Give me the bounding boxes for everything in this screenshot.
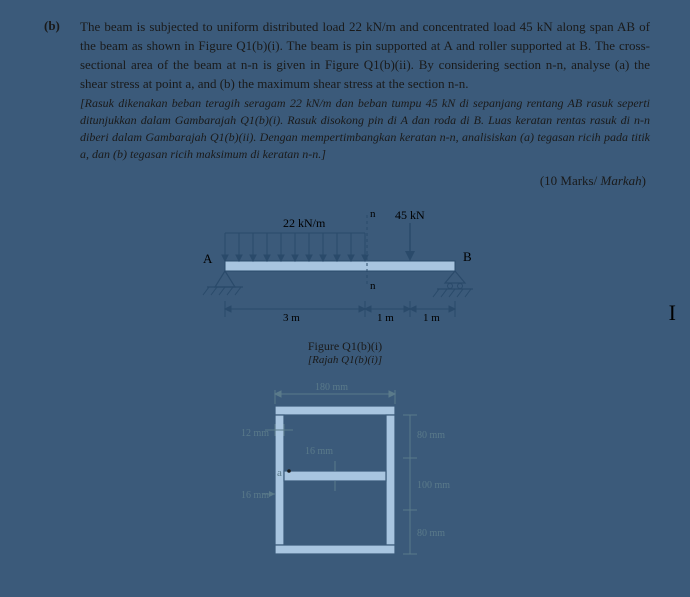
question-label: (b) [44, 18, 60, 34]
beam-caption: Figure Q1(b)(i) [Rajah Q1(b)(i)] [40, 339, 650, 366]
beam-diagram: 22 kN/m n n 45 kN A B [175, 203, 515, 333]
udl-label: 22 kN/m [283, 216, 326, 230]
marks-line: (10 Marks/ Markah) [40, 173, 646, 189]
section-n-top: n [370, 208, 376, 220]
roller-wheel-2 [458, 283, 463, 288]
dim-16-bot-head [269, 491, 275, 497]
dim-100-label: 100 mm [417, 480, 450, 491]
pin-support-a [215, 271, 235, 287]
hatch-b [433, 289, 471, 297]
dim-1m-a: 1 m [377, 312, 394, 324]
hatch-a [203, 287, 241, 295]
question-text-en: The beam is subjected to uniform distrib… [80, 18, 650, 93]
marks-open: (10 Marks/ [540, 173, 601, 188]
section-figure-wrap: a 180 mm 12 mm 16 mm 16 mm [40, 376, 650, 561]
udl-arrows [222, 233, 368, 261]
point-load-label: 45 kN [395, 208, 425, 222]
beam-caption-text: Figure Q1(b)(i) [308, 339, 382, 353]
section-shape [275, 406, 395, 554]
beam-figure-wrap: 22 kN/m n n 45 kN A B [40, 203, 650, 333]
support-b-label: B [463, 249, 472, 264]
point-a-dot [287, 469, 291, 473]
dim-180-label: 180 mm [315, 382, 348, 393]
beam-body [225, 261, 455, 271]
text-cursor: I [669, 300, 676, 326]
dim-16-bot-label: 16 mm [241, 490, 269, 501]
dim-80-bot-label: 80 mm [417, 528, 445, 539]
question-text-malay: [Rasuk dikenakan beban teragih seragam 2… [80, 95, 650, 162]
dim-lines [225, 301, 455, 317]
section-diagram: a 180 mm 12 mm 16 mm 16 mm [205, 376, 485, 561]
roller-wheel-1 [448, 283, 453, 288]
dim-right [403, 415, 417, 554]
section-n-bot: n [370, 280, 376, 292]
dim-16-web-label: 16 mm [305, 446, 333, 457]
marks-italic: Markah [600, 173, 641, 188]
dim-80-top-label: 80 mm [417, 430, 445, 441]
roller-support-b [445, 271, 465, 283]
point-load-arrow [405, 251, 415, 261]
marks-close: ) [642, 173, 646, 188]
dim-1m-b: 1 m [423, 312, 440, 324]
beam-caption-italic: [Rajah Q1(b)(i)] [40, 354, 650, 366]
point-a-label: a [277, 467, 282, 479]
support-a-label: A [203, 251, 213, 266]
dim-3m: 3 m [283, 312, 300, 324]
